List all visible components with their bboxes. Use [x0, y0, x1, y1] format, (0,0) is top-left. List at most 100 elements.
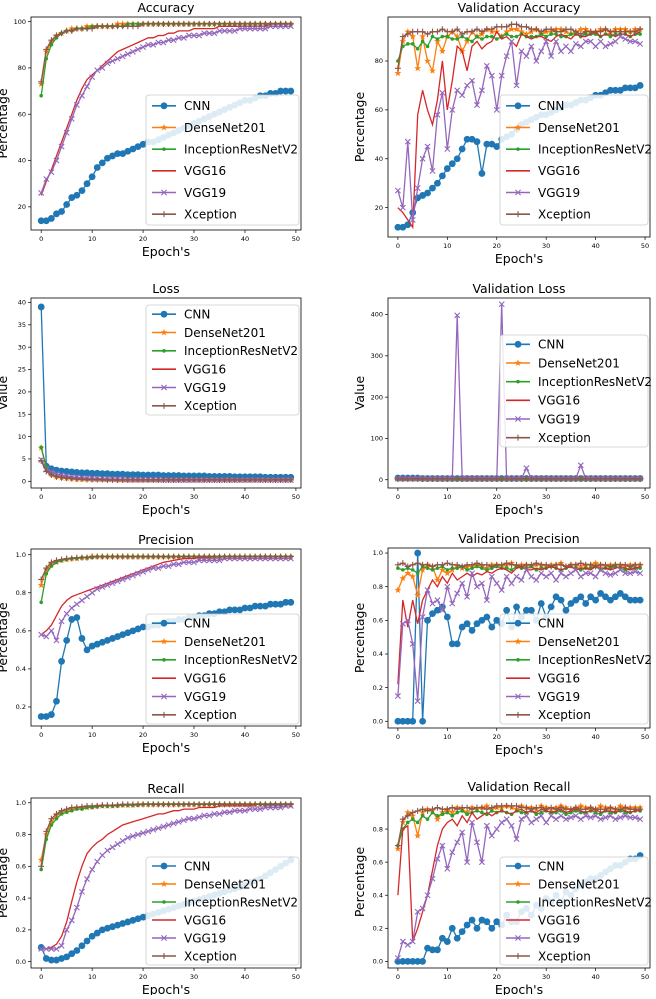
- data-point: [449, 160, 456, 167]
- y-tick-label: 1.0: [16, 799, 26, 807]
- data-point: [480, 811, 484, 815]
- legend: CNNDenseNet201InceptionResNetV2VGG16VGG1…: [500, 335, 652, 447]
- x-tick-label: 40: [591, 733, 599, 741]
- data-point: [439, 172, 446, 179]
- data-point: [411, 568, 415, 572]
- legend-label: CNN: [538, 99, 564, 113]
- data-point: [63, 201, 70, 208]
- data-point: [130, 49, 135, 54]
- data-point: [436, 814, 440, 818]
- data-point: [449, 925, 456, 932]
- x-tick-label: 0: [396, 733, 400, 741]
- data-point: [120, 54, 125, 59]
- y-tick-label: 0.4: [373, 891, 383, 899]
- y-axis-label: Percentage: [352, 847, 367, 918]
- data-point: [287, 88, 294, 95]
- y-axis-label: Percentage: [0, 602, 10, 673]
- legend-label: DenseNet201: [538, 356, 620, 370]
- data-point: [578, 44, 583, 49]
- data-point: [115, 802, 121, 808]
- x-tick-label: 40: [591, 493, 599, 501]
- series-line: [41, 24, 291, 82]
- data-point: [459, 928, 466, 935]
- data-point: [48, 215, 55, 222]
- legend-label: DenseNet201: [538, 877, 620, 891]
- y-tick-label: 0: [22, 477, 26, 485]
- data-point: [63, 637, 70, 644]
- x-axis-label: Epoch's: [495, 742, 543, 757]
- data-point: [411, 817, 415, 821]
- y-tick-label: 5: [22, 455, 26, 463]
- data-point: [479, 170, 486, 177]
- legend-label: VGG19: [184, 186, 226, 200]
- x-axis-label: Epoch's: [142, 502, 190, 517]
- x-tick-label: 10: [88, 493, 96, 501]
- data-point: [74, 602, 79, 607]
- data-point: [519, 577, 524, 582]
- x-tick-label: 10: [88, 235, 96, 243]
- legend-label: DenseNet201: [538, 121, 620, 135]
- legend-label: CNN: [538, 616, 564, 630]
- data-point: [608, 41, 613, 46]
- legend-label: InceptionResNetV2: [184, 344, 298, 358]
- legend-label: Xception: [538, 949, 591, 963]
- x-tick-label: 0: [39, 731, 43, 739]
- data-point: [548, 603, 555, 610]
- legend-box: [146, 95, 299, 225]
- data-point: [514, 574, 519, 579]
- y-axis-label: Percentage: [352, 603, 367, 674]
- data-point: [419, 958, 426, 965]
- data-point: [401, 568, 405, 572]
- y-tick-label: 30: [18, 343, 26, 351]
- data-point: [493, 143, 500, 150]
- x-tick-label: 40: [241, 731, 249, 739]
- legend-label: Xception: [184, 207, 237, 221]
- data-point: [578, 817, 583, 822]
- data-point: [84, 594, 89, 599]
- data-point: [539, 571, 544, 576]
- legend-label: InceptionResNetV2: [184, 653, 298, 667]
- data-point: [79, 93, 84, 98]
- data-point: [100, 853, 105, 858]
- legend-marker: [161, 620, 168, 627]
- legend-marker: [516, 147, 520, 151]
- y-tick-label: 0.8: [373, 825, 383, 833]
- data-point: [455, 37, 459, 41]
- data-point: [287, 599, 294, 606]
- y-tick-label: 20: [375, 204, 383, 212]
- data-point: [488, 624, 495, 631]
- data-point: [79, 942, 86, 949]
- data-point: [414, 550, 421, 557]
- data-point: [73, 192, 80, 199]
- x-tick-label: 40: [591, 973, 599, 981]
- legend-label: DenseNet201: [184, 635, 266, 649]
- data-point: [460, 93, 465, 98]
- legend-label: VGG16: [184, 913, 226, 927]
- legend-marker: [162, 658, 166, 662]
- legend-marker: [161, 311, 168, 318]
- data-point: [95, 68, 100, 73]
- legend-label: VGG16: [538, 913, 580, 927]
- data-point: [44, 634, 49, 639]
- legend-marker: [515, 341, 522, 348]
- legend-label: CNN: [184, 99, 210, 113]
- y-axis-label: Percentage: [352, 92, 367, 163]
- x-tick-label: 50: [641, 733, 649, 741]
- data-point: [446, 568, 450, 572]
- data-point: [426, 817, 430, 821]
- data-point: [582, 600, 589, 607]
- data-point: [416, 821, 420, 825]
- data-point: [79, 598, 84, 603]
- x-tick-label: 30: [190, 493, 198, 501]
- x-tick-label: 0: [39, 493, 43, 501]
- data-point: [464, 922, 471, 929]
- x-axis-label: Epoch's: [142, 244, 190, 259]
- y-tick-label: 80: [18, 64, 26, 72]
- y-tick-label: 0.4: [373, 650, 383, 658]
- data-point: [140, 44, 145, 49]
- x-tick-label: 20: [493, 973, 501, 981]
- data-point: [520, 811, 524, 815]
- data-point: [39, 446, 43, 450]
- data-point: [568, 571, 573, 576]
